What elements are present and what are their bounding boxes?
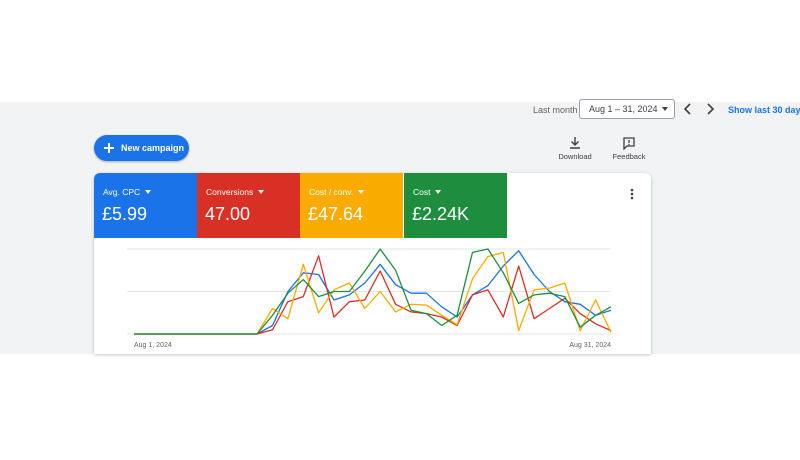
caret-down-icon	[662, 107, 668, 111]
chevron-left-icon[interactable]	[681, 102, 695, 116]
download-label: Download	[558, 152, 592, 161]
performance-chart: Aug 1, 2024 Aug 31, 2024	[127, 248, 612, 349]
x-axis-end-label: Aug 31, 2024	[569, 342, 611, 349]
x-axis-start-label: Aug 1, 2024	[134, 342, 172, 349]
metric-value: £47.64	[308, 204, 364, 224]
show-last-30-days-link[interactable]: Show last 30 days	[728, 105, 800, 115]
performance-card: Avg. CPC £5.99 Conversions 47.00 Cost / …	[94, 173, 651, 354]
new-campaign-label: New campaign	[121, 143, 185, 153]
series-line-0	[134, 250, 612, 335]
dropdown-arrow-icon	[258, 190, 265, 194]
chart-series	[134, 248, 612, 335]
dropdown-arrow-icon	[358, 190, 365, 194]
metric-value: £2.24K	[412, 204, 470, 224]
download-icon	[570, 137, 580, 149]
date-range-value: Aug 1 – 31, 2024	[589, 104, 658, 114]
plus-icon	[104, 143, 114, 153]
chevron-right-icon[interactable]	[703, 102, 717, 116]
download-button[interactable]: Download	[553, 136, 597, 162]
metric-name: Avg. CPC	[103, 187, 152, 197]
metric-name: Conversions	[206, 187, 265, 197]
more-vert-icon[interactable]	[627, 187, 637, 201]
metric-value: £5.99	[102, 204, 148, 224]
series-line-2	[134, 251, 612, 335]
metric-name: Cost	[413, 187, 442, 197]
feedback-icon	[623, 137, 635, 150]
date-toolbar: Last month Aug 1 – 31, 2024 Show last 30…	[0, 99, 800, 119]
dropdown-arrow-icon	[435, 190, 442, 194]
range-label: Last month	[533, 105, 578, 115]
metric-cost[interactable]: Cost £2.24K	[404, 173, 507, 238]
metric-name: Cost / conv.	[309, 187, 365, 197]
metric-conversions[interactable]: Conversions 47.00	[197, 173, 300, 238]
metric-avg-cpc[interactable]: Avg. CPC £5.99	[94, 173, 197, 238]
metric-value: 47.00	[205, 204, 251, 224]
google-ads-overview: Last month Aug 1 – 31, 2024 Show last 30…	[0, 99, 800, 354]
metric-cost-per-conv[interactable]: Cost / conv. £47.64	[300, 173, 403, 238]
feedback-label: Feedback	[612, 152, 646, 161]
feedback-button[interactable]: Feedback	[607, 136, 651, 162]
dropdown-arrow-icon	[145, 190, 152, 194]
new-campaign-button[interactable]: New campaign	[94, 135, 189, 161]
series-line-3	[134, 248, 612, 335]
date-range-select[interactable]: Aug 1 – 31, 2024	[579, 99, 675, 119]
